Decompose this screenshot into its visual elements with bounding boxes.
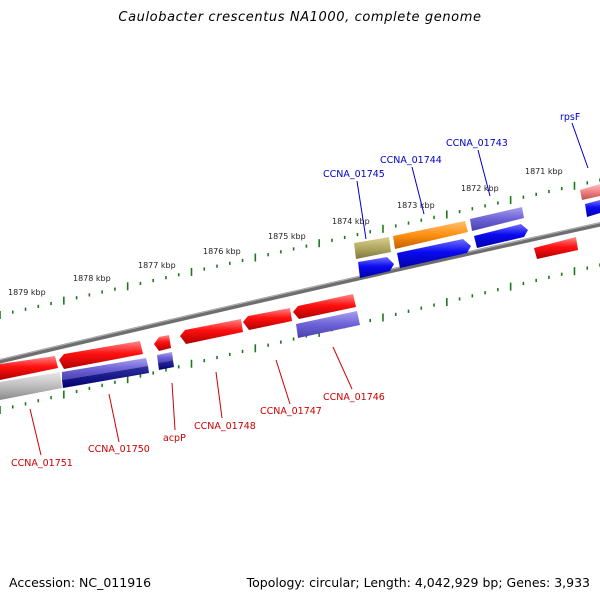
gene-label[interactable]: CCNA_01744	[380, 155, 442, 166]
accession-text: Accession: NC_011916	[9, 575, 152, 590]
leader-line	[29, 408, 42, 456]
kbp-label: 1873 kbp	[397, 201, 435, 210]
gene-feature-ccna-01746[interactable]	[296, 311, 360, 338]
gene-label[interactable]: CCNA_01746	[323, 392, 385, 403]
gene-feature-ccna-01751[interactable]	[0, 372, 62, 400]
gene-label[interactable]: CCNA_01745	[323, 169, 385, 180]
leader-line	[356, 180, 367, 240]
genome-backbone	[0, 222, 600, 364]
leader-line	[411, 166, 425, 215]
leader-line	[332, 346, 353, 390]
gene-label[interactable]: CCNA_01743	[446, 138, 508, 149]
kbp-label: 1875 kbp	[268, 232, 306, 241]
leader-line	[275, 359, 291, 405]
cds-feature[interactable]	[154, 335, 171, 351]
leader-line	[215, 371, 223, 419]
kbp-label: 1878 kbp	[73, 274, 111, 283]
gene-feature-acpP-dark[interactable]	[158, 360, 174, 370]
leader-line	[171, 382, 176, 431]
kbp-label: 1877 kbp	[138, 261, 176, 270]
gene-label[interactable]: CCNA_01748	[194, 421, 256, 432]
cds-feature[interactable]	[585, 200, 600, 217]
gene-feature-ccna-01750[interactable]	[62, 358, 148, 380]
kbp-label: 1872 kbp	[461, 184, 499, 193]
cds-feature[interactable]	[180, 319, 243, 344]
gene-feature-ccna-01743[interactable]	[470, 207, 524, 231]
kbp-label: 1874 kbp	[332, 217, 370, 226]
gene-feature-rpsF[interactable]	[580, 184, 600, 200]
kbp-label: 1879 kbp	[8, 288, 46, 297]
genome-summary-text: Topology: circular; Length: 4,042,929 bp…	[246, 575, 590, 590]
cds-feature[interactable]	[397, 239, 471, 268]
genome-backbone-highlight	[0, 222, 600, 361]
leader-line	[108, 393, 120, 443]
gene-label[interactable]: CCNA_01750	[88, 444, 150, 455]
gene-label[interactable]: CCNA_01747	[260, 406, 322, 417]
gene-label[interactable]: acpP	[163, 433, 186, 444]
gene-feature-ccna-01750-dark[interactable]	[62, 366, 149, 388]
gene-label[interactable]: rpsF	[560, 112, 580, 123]
cds-feature[interactable]	[293, 294, 356, 319]
cds-feature[interactable]	[358, 257, 394, 278]
outer-tick-track	[0, 178, 600, 319]
cds-feature[interactable]	[243, 308, 292, 330]
kbp-label: 1871 kbp	[525, 167, 563, 176]
cds-feature[interactable]	[474, 224, 528, 248]
gene-feature-ccna-01745[interactable]	[354, 237, 391, 259]
gene-feature-acpP[interactable]	[157, 352, 173, 363]
cds-feature[interactable]	[0, 356, 58, 380]
gene-label[interactable]: CCNA_01751	[11, 458, 73, 469]
leader-line	[571, 122, 589, 169]
leader-line	[477, 149, 491, 197]
cds-feature[interactable]	[534, 237, 578, 259]
cds-feature[interactable]	[59, 341, 143, 369]
map-title: Caulobacter crescentus NA1000, complete …	[118, 10, 482, 25]
gene-feature-ccna-01744[interactable]	[393, 221, 468, 249]
kbp-label: 1876 kbp	[203, 247, 241, 256]
